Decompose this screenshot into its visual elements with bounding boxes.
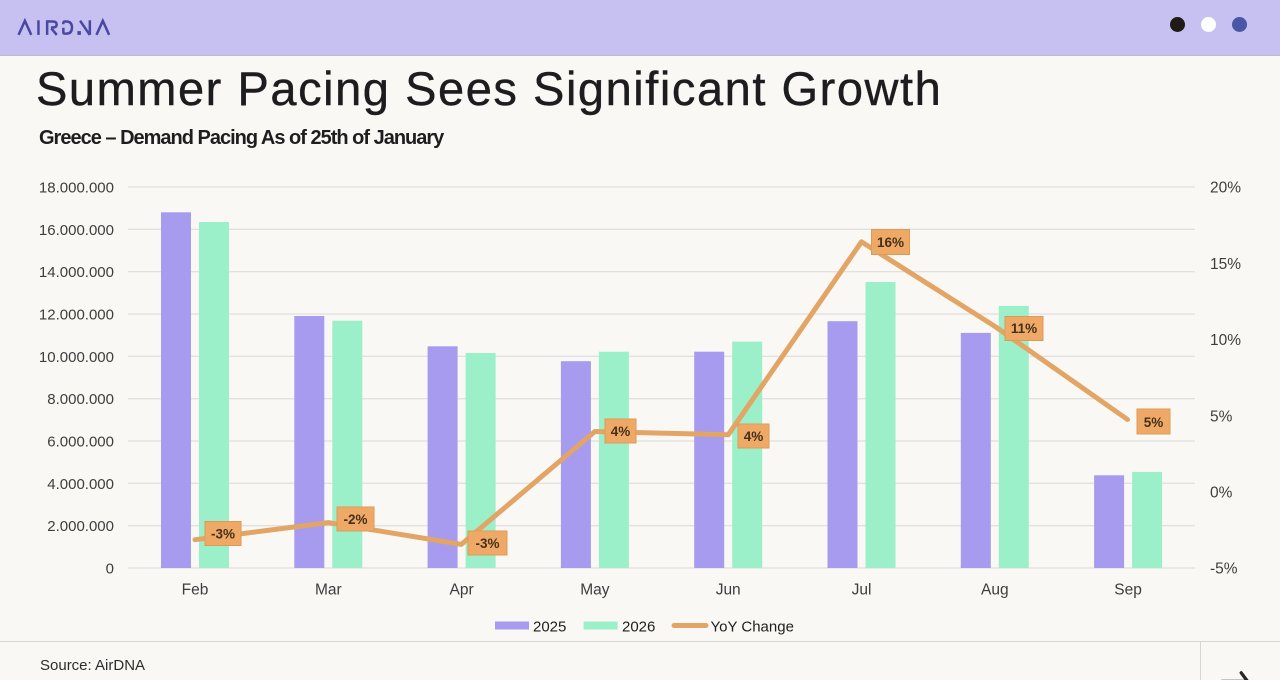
svg-text:10%: 10%	[1210, 332, 1241, 349]
svg-text:12.000.000: 12.000.000	[39, 307, 114, 324]
svg-text:16%: 16%	[877, 235, 904, 250]
svg-text:2026: 2026	[622, 618, 655, 635]
svg-text:Apr: Apr	[450, 582, 474, 599]
svg-text:Jun: Jun	[716, 582, 741, 599]
svg-text:14.000.000: 14.000.000	[39, 264, 114, 281]
svg-text:5%: 5%	[1144, 415, 1164, 430]
svg-text:Feb: Feb	[182, 582, 209, 599]
svg-text:Jul: Jul	[852, 582, 872, 599]
svg-text:20%: 20%	[1210, 180, 1241, 197]
svg-text:Mar: Mar	[315, 582, 342, 599]
svg-text:-5%: -5%	[1210, 561, 1238, 578]
svg-text:8.000.000: 8.000.000	[47, 391, 114, 408]
svg-text:-2%: -2%	[343, 512, 367, 527]
svg-text:-3%: -3%	[211, 527, 235, 542]
svg-text:11%: 11%	[1011, 321, 1037, 336]
svg-text:4%: 4%	[744, 429, 764, 444]
svg-text:4%: 4%	[611, 424, 631, 439]
svg-text:Aug: Aug	[981, 582, 1009, 599]
svg-text:5%: 5%	[1210, 408, 1233, 425]
svg-text:6.000.000: 6.000.000	[47, 434, 114, 451]
svg-text:15%: 15%	[1210, 256, 1241, 273]
svg-text:0%: 0%	[1210, 485, 1233, 502]
svg-text:YoY Change: YoY Change	[711, 618, 794, 635]
svg-text:May: May	[580, 582, 610, 599]
svg-text:2025: 2025	[533, 618, 566, 635]
svg-text:0: 0	[106, 561, 114, 578]
svg-text:18.000.000: 18.000.000	[39, 180, 114, 197]
svg-text:-3%: -3%	[475, 536, 499, 551]
svg-text:Sep: Sep	[1114, 582, 1142, 599]
svg-text:10.000.000: 10.000.000	[39, 349, 114, 366]
svg-text:16.000.000: 16.000.000	[39, 222, 114, 239]
svg-text:2.000.000: 2.000.000	[47, 518, 114, 535]
svg-text:4.000.000: 4.000.000	[47, 476, 114, 493]
